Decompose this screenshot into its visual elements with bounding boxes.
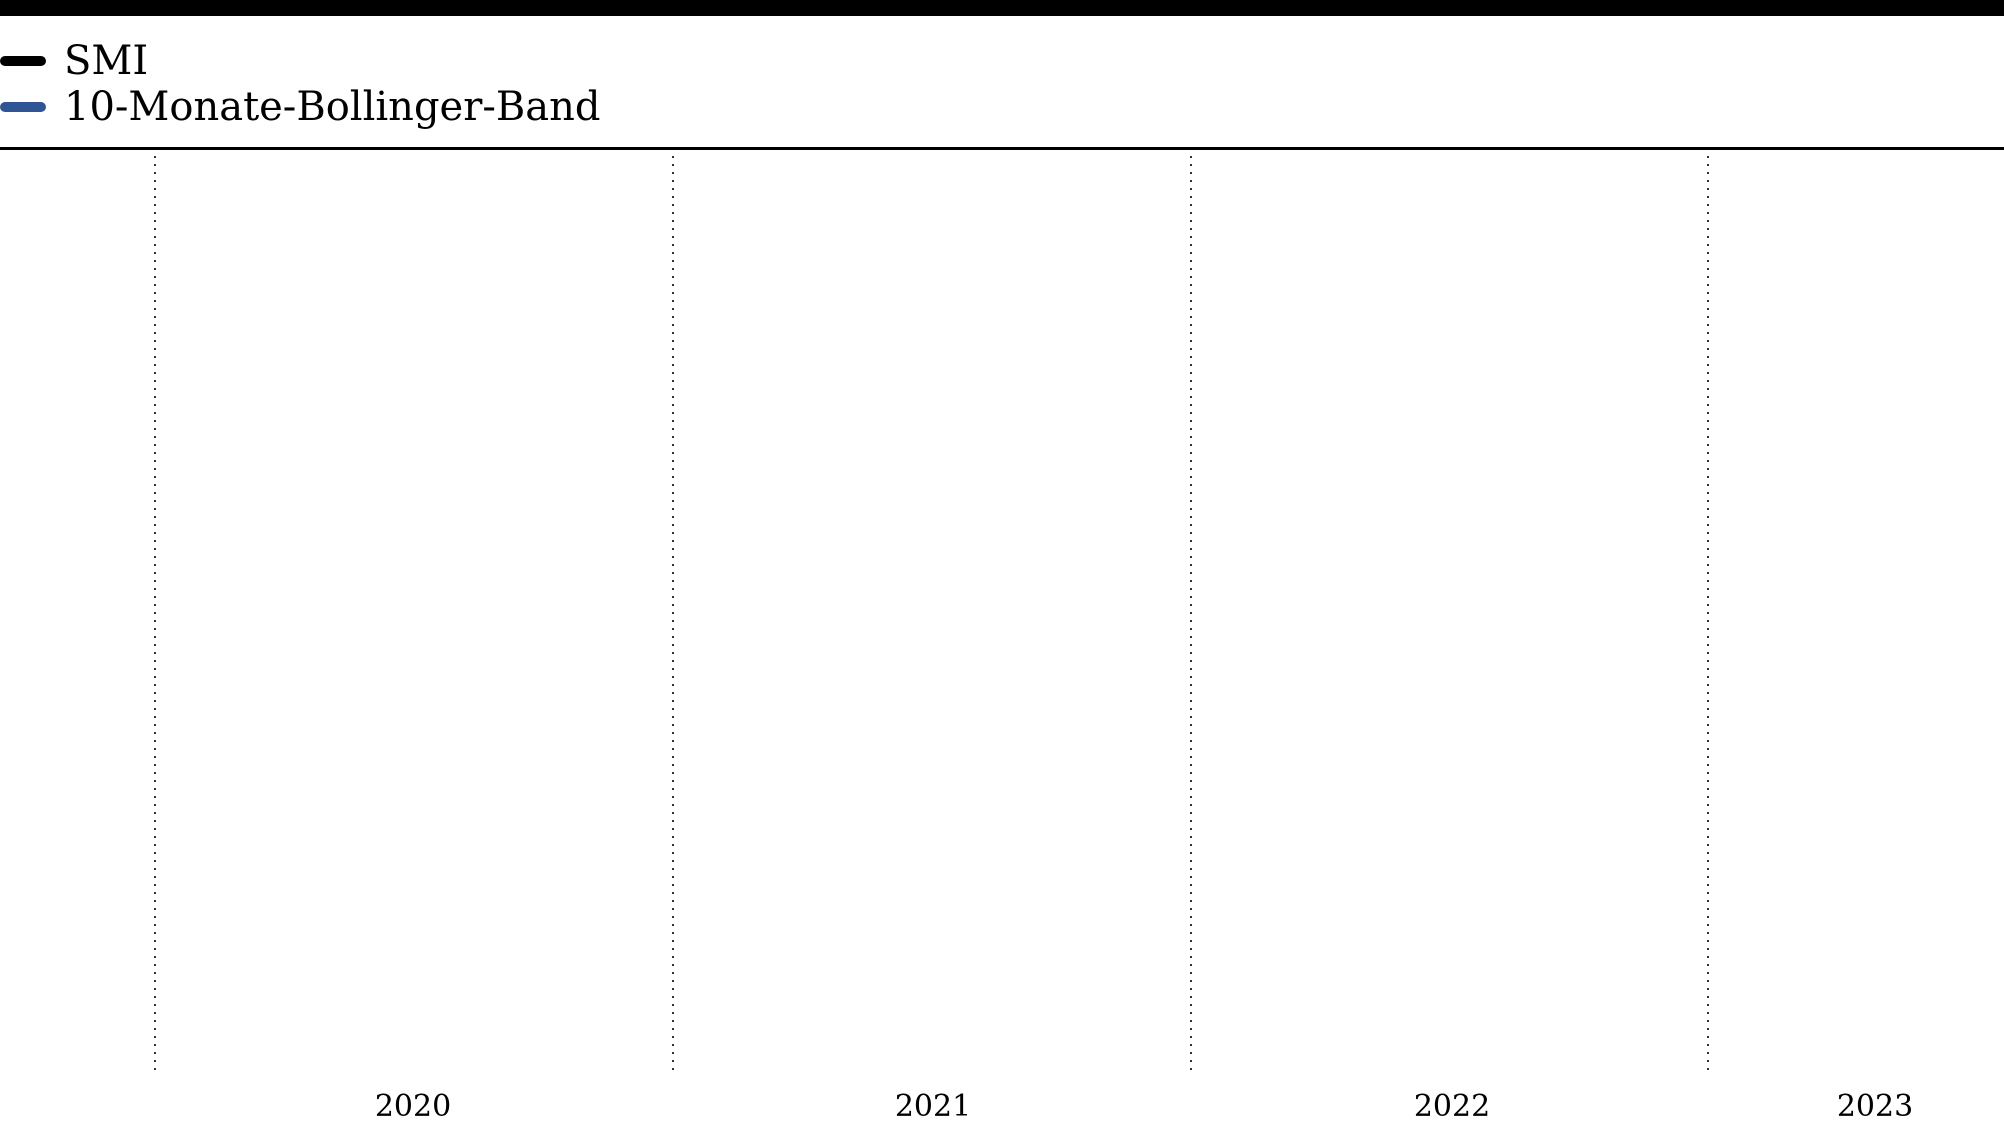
legend: SMI 10-Monate-Bollinger-Band [0,38,600,130]
legend-item-bollinger: 10-Monate-Bollinger-Band [0,84,600,130]
legend-label-bollinger: 10-Monate-Bollinger-Band [64,84,601,130]
legend-swatch-bollinger [0,102,46,112]
x-tick-label: 2022 [1414,1089,1490,1124]
x-tick-label: 2021 [895,1089,971,1124]
x-tick-label: 2020 [375,1089,451,1124]
legend-swatch-smi [0,56,46,66]
legend-item-smi: SMI [0,38,600,84]
x-tick-label: 2023 [1837,1089,1913,1124]
candlestick-chart: 8000900010 00011 00012 00013 00020202021… [154,156,1913,1124]
top-rule [0,0,2004,16]
legend-label-smi: SMI [64,38,149,84]
legend-divider [0,147,2004,150]
